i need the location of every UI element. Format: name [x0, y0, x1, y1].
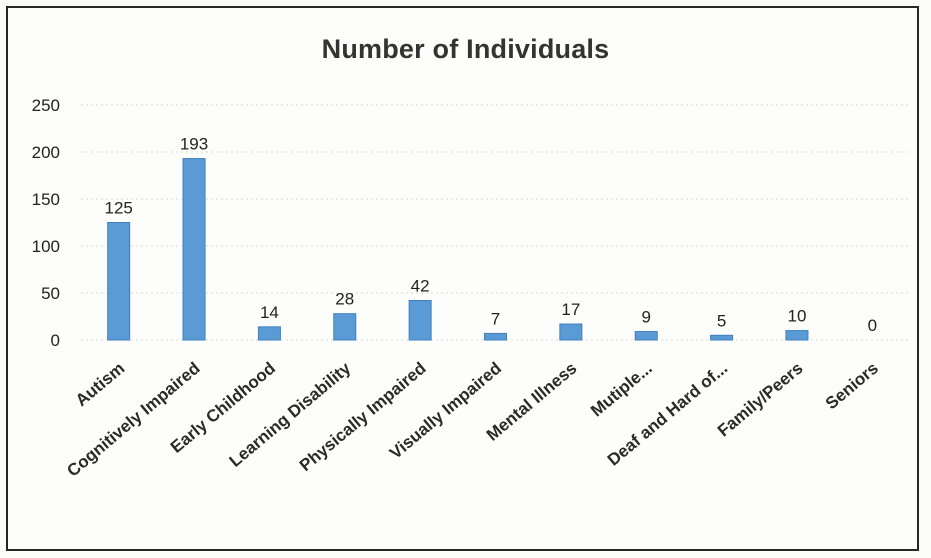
bar [559, 323, 583, 341]
x-tick-label: Autism [72, 359, 128, 411]
y-tick-label: 250 [32, 96, 60, 115]
bar [408, 300, 432, 341]
bar [107, 222, 131, 341]
x-tick-label: Cognitively Impaired [63, 359, 203, 481]
data-label: 17 [561, 300, 580, 319]
data-label: 7 [491, 309, 500, 328]
data-label: 10 [787, 307, 806, 326]
y-tick-label: 100 [32, 237, 60, 256]
y-tick-label: 50 [41, 284, 60, 303]
x-tick-label: Physically Impaired [296, 359, 430, 476]
x-tick-label: Learning Disability [226, 358, 355, 471]
y-tick-label: 200 [32, 143, 60, 162]
y-tick-label: 150 [32, 190, 60, 209]
chart-title: Number of Individuals [321, 34, 610, 64]
data-label: 9 [641, 308, 650, 327]
data-label: 125 [104, 199, 132, 218]
bar [257, 326, 281, 341]
bar [484, 332, 507, 341]
y-tick-label: 0 [51, 331, 60, 350]
bar [333, 313, 357, 341]
data-label: 193 [180, 135, 208, 154]
data-label: 42 [411, 277, 430, 296]
bar [710, 334, 734, 341]
bar [634, 331, 658, 341]
bar [785, 330, 809, 341]
x-tick-label: Seniors [822, 359, 882, 414]
data-label: 28 [335, 290, 354, 309]
chart-frame [6, 6, 919, 551]
bar [182, 158, 206, 341]
data-label: 5 [717, 311, 726, 330]
data-label: 14 [260, 303, 279, 322]
data-label: 0 [868, 316, 877, 335]
x-tick-label: Mutiple... [587, 359, 656, 421]
